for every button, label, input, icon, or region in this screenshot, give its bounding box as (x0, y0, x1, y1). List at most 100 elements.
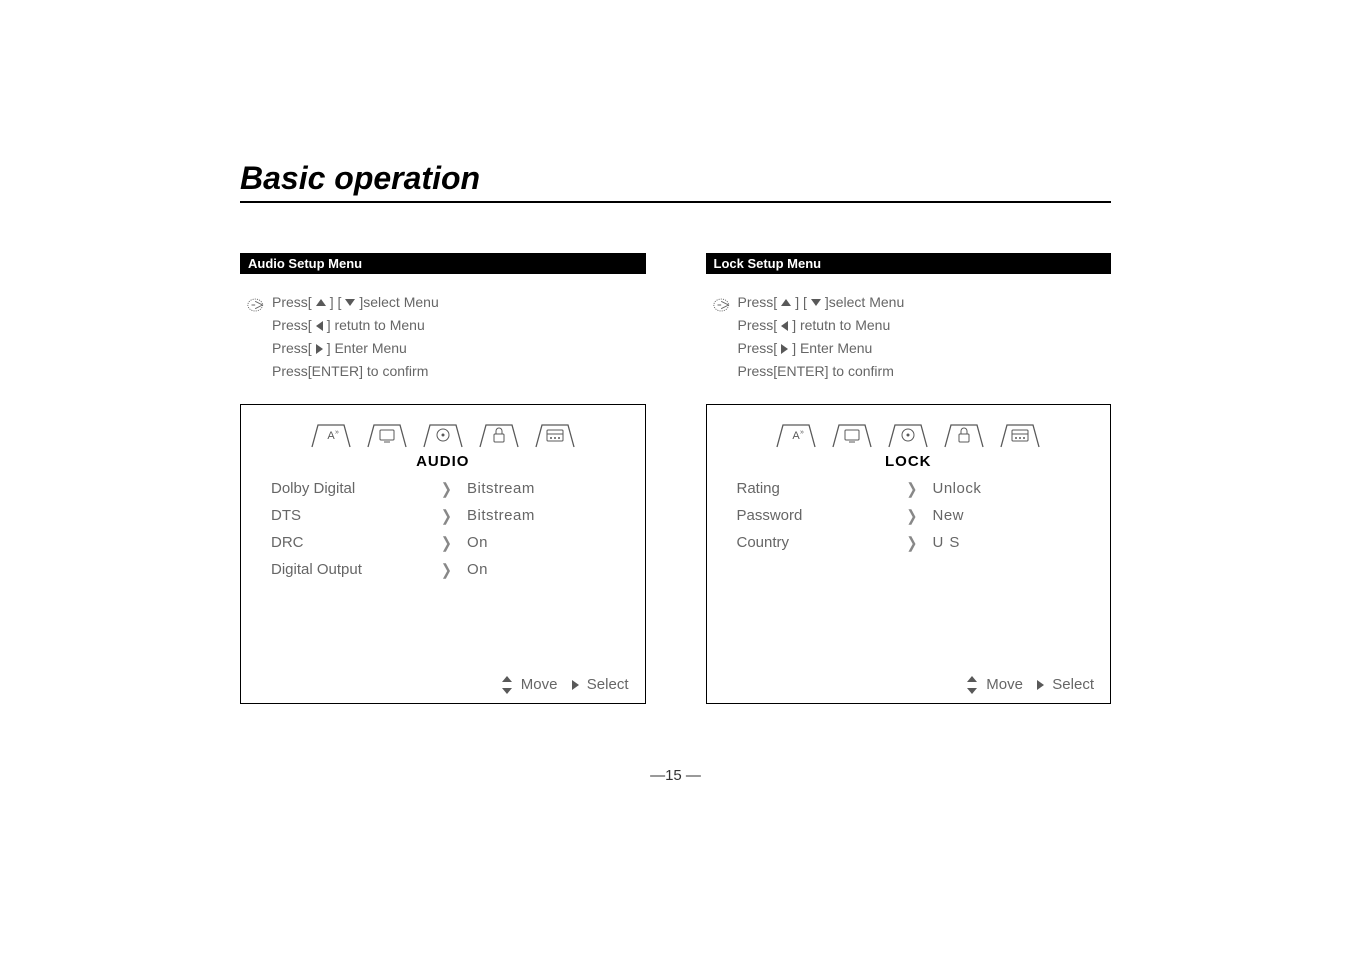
tab-disc-icon[interactable] (885, 419, 931, 449)
menu-row[interactable]: Dolby Digital❯Bitstream (271, 480, 615, 497)
left-arrow-icon (316, 321, 323, 331)
up-arrow-icon (316, 299, 326, 306)
menu-row-value: Unlock (927, 480, 1081, 497)
menu-row-value: On (461, 534, 615, 551)
menu-row-value: On (461, 561, 615, 578)
instr-line-2: Press[ ] retutn to Menu (712, 315, 1112, 336)
chevron-right-icon: ❯ (441, 561, 461, 578)
menu-row[interactable]: Digital Output❯On (271, 561, 615, 578)
lock-panel: A» LOCK Rating❯UnlockPassword❯NewCountry… (706, 404, 1112, 704)
tab-misc-icon[interactable] (997, 419, 1043, 449)
dash: — (686, 767, 701, 784)
lock-tabs: A» (707, 405, 1111, 449)
columns: Audio Setup Menu Press[ ] [ ]select Menu… (240, 253, 1111, 704)
tab-lock-icon[interactable] (941, 419, 987, 449)
right-arrow-icon (1037, 680, 1044, 690)
chevron-right-icon: ❯ (441, 507, 461, 524)
footer-select-label: Select (1052, 676, 1094, 693)
page-number: —15 — (650, 767, 701, 784)
page-number-value: 15 (665, 767, 682, 784)
instr-text: ] Enter Menu (792, 338, 872, 359)
up-arrow-icon (781, 299, 791, 306)
audio-panel-footer: Move Select (241, 668, 645, 703)
instr-line-4: Press[ENTER] to confirm (246, 361, 646, 382)
menu-row-label: Password (737, 507, 907, 524)
instr-line-3: Press[ ] Enter Menu (712, 338, 1112, 359)
audio-tabs: A» (241, 405, 645, 449)
instr-text: ] retutn to Menu (327, 315, 425, 336)
right-arrow-icon (781, 344, 788, 354)
updown-icon (966, 678, 978, 692)
instr-text: ] retutn to Menu (792, 315, 890, 336)
instr-text: ]select Menu (359, 292, 438, 313)
menu-row[interactable]: Rating❯Unlock (737, 480, 1081, 497)
instr-text: Press[ (738, 292, 778, 313)
footer-select-label: Select (587, 676, 629, 693)
tab-disc-icon[interactable] (420, 419, 466, 449)
instr-text: ]select Menu (825, 292, 904, 313)
page-title: Basic operation (240, 160, 1111, 203)
svg-text:»: » (800, 429, 804, 436)
menu-row[interactable]: Country❯US (737, 534, 1081, 551)
menu-row[interactable]: Password❯New (737, 507, 1081, 524)
footer-move-label: Move (986, 676, 1023, 693)
instr-line-1: Press[ ] [ ]select Menu (246, 292, 646, 313)
instr-text: ] Enter Menu (327, 338, 407, 359)
tab-language-icon[interactable]: A» (308, 419, 354, 449)
lock-instructions: Press[ ] [ ]select Menu Press[ ] retutn … (706, 292, 1112, 382)
dash: — (650, 767, 665, 784)
tab-language-icon[interactable]: A» (773, 419, 819, 449)
instr-line-3: Press[ ] Enter Menu (246, 338, 646, 359)
right-arrow-icon (572, 680, 579, 690)
svg-text:»: » (335, 429, 339, 436)
down-arrow-icon (811, 299, 821, 306)
lock-rows: Rating❯UnlockPassword❯NewCountry❯US (707, 480, 1111, 668)
instr-text: ] [ (795, 292, 807, 313)
chevron-right-icon: ❯ (441, 480, 461, 497)
menu-row-label: Rating (737, 480, 907, 497)
footer-move-label: Move (521, 676, 558, 693)
audio-section-header: Audio Setup Menu (240, 253, 646, 274)
audio-panel-title: AUDIO (241, 453, 645, 470)
audio-panel: A» AUDIO Dolby Digital❯BitstreamDTS❯Bits… (240, 404, 646, 704)
menu-row-label: Country (737, 534, 907, 551)
instr-text: Press[ENTER] to confirm (272, 361, 428, 382)
instr-text: Press[ENTER] to confirm (738, 361, 894, 382)
menu-row-label: DRC (271, 534, 441, 551)
left-column: Audio Setup Menu Press[ ] [ ]select Menu… (240, 253, 646, 704)
instr-text: Press[ (272, 338, 312, 359)
right-arrow-icon (316, 344, 323, 354)
lock-section-header: Lock Setup Menu (706, 253, 1112, 274)
instr-text: Press[ (738, 338, 778, 359)
instr-text: Press[ (272, 315, 312, 336)
left-arrow-icon (781, 321, 788, 331)
instr-text: Press[ (272, 292, 312, 313)
menu-row-value: Bitstream (461, 507, 615, 524)
instr-line-2: Press[ ] retutn to Menu (246, 315, 646, 336)
instr-line-1: Press[ ] [ ]select Menu (712, 292, 1112, 313)
audio-rows: Dolby Digital❯BitstreamDTS❯BitstreamDRC❯… (241, 480, 645, 668)
menu-row[interactable]: DTS❯Bitstream (271, 507, 615, 524)
tab-display-icon[interactable] (829, 419, 875, 449)
right-column: Lock Setup Menu Press[ ] [ ]select Menu … (706, 253, 1112, 704)
menu-row-label: DTS (271, 507, 441, 524)
instr-text: Press[ (738, 315, 778, 336)
chevron-right-icon: ❯ (441, 534, 461, 551)
lock-panel-title: LOCK (707, 453, 1111, 470)
tab-display-icon[interactable] (364, 419, 410, 449)
menu-row-value: US (927, 534, 1081, 551)
hand-point-icon (712, 296, 734, 314)
menu-row-label: Digital Output (271, 561, 441, 578)
instr-line-4: Press[ENTER] to confirm (712, 361, 1112, 382)
tab-misc-icon[interactable] (532, 419, 578, 449)
tab-lock-icon[interactable] (476, 419, 522, 449)
menu-row-label: Dolby Digital (271, 480, 441, 497)
hand-point-icon (246, 296, 268, 314)
menu-row[interactable]: DRC❯On (271, 534, 615, 551)
menu-row-value: Bitstream (461, 480, 615, 497)
lock-panel-footer: Move Select (707, 668, 1111, 703)
chevron-right-icon: ❯ (907, 534, 927, 551)
chevron-right-icon: ❯ (907, 480, 927, 497)
audio-instructions: Press[ ] [ ]select Menu Press[ ] retutn … (240, 292, 646, 382)
menu-row-value: New (927, 507, 1081, 524)
